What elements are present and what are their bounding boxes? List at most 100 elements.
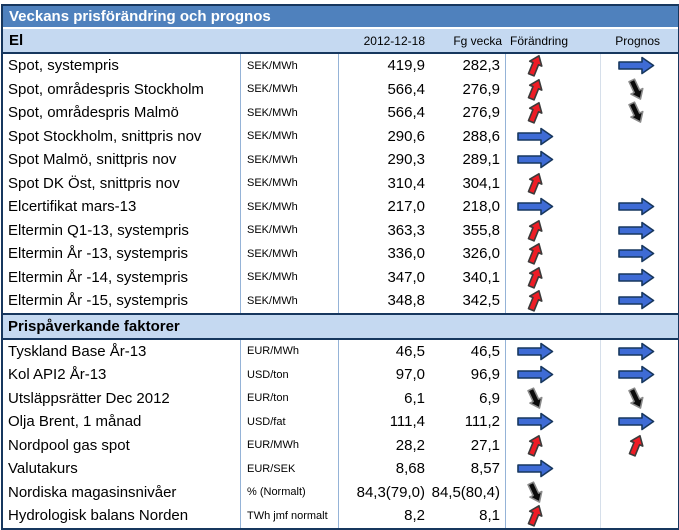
- change-cell: [506, 457, 601, 481]
- table-row: Utsläppsrätter Dec 2012 EUR/ton 6,1 6,9: [3, 386, 678, 411]
- forecast-cell: [601, 101, 678, 125]
- table-row: Olja Brent, 1 månad USD/fat 111,4 111,2: [3, 410, 678, 434]
- trend-up-icon: [527, 505, 543, 527]
- value-prev-week: 342,5: [431, 289, 506, 313]
- value-prev-week: 8,57: [431, 457, 506, 481]
- row-name: Kol API2 År-13: [3, 363, 241, 387]
- table-row: Valutakurs EUR/SEK 8,68 8,57: [3, 457, 678, 481]
- value-current: 6,1: [404, 389, 425, 407]
- value-current: 217,0: [387, 198, 425, 216]
- table-row: Hydrologisk balans Norden TWh jmf normalt…: [3, 504, 678, 528]
- change-cell: [506, 124, 601, 148]
- trend-flat-icon: [618, 221, 655, 240]
- value-current: 28,2: [395, 436, 425, 454]
- row-unit: SEK/MWh: [241, 54, 339, 78]
- change-cell: [506, 171, 601, 195]
- trend-up-icon: [527, 243, 543, 265]
- value-prev-week: 46,5: [431, 339, 506, 363]
- change-cell: [506, 363, 601, 387]
- trend-up-icon: [527, 102, 543, 124]
- change-cell: [506, 195, 601, 219]
- change-cell: [506, 77, 601, 101]
- price-report-table: Veckans prisförändring och prognos El 20…: [1, 4, 679, 530]
- column-header-date: 2012-12-18: [363, 33, 425, 48]
- el-rows-section: Spot, systempris SEK/MWh 419,9 282,3 Spot, o…: [3, 54, 678, 313]
- table-row: Tyskland Base År-13 EUR/MWh 46,5 46,5: [3, 339, 678, 364]
- change-cell: [506, 504, 601, 528]
- value-prev-week: 8,1: [431, 504, 506, 528]
- row-name: Spot DK Öst, snittpris nov: [3, 171, 241, 195]
- row-unit: SEK/MWh: [241, 289, 339, 313]
- value-prev-week: 96,9: [431, 363, 506, 387]
- row-unit: EUR/SEK: [241, 457, 339, 481]
- forecast-cell: [601, 266, 678, 290]
- row-name: Spot, områdespris Malmö: [3, 101, 241, 125]
- value-current: 84,3(79,0): [356, 483, 425, 501]
- value-prev-week: 288,6: [431, 124, 506, 148]
- value-prev-week: 289,1: [431, 148, 506, 172]
- row-name: Eltermin År -13, systempris: [3, 242, 241, 266]
- trend-flat-icon: [618, 197, 655, 216]
- change-cell: [506, 386, 601, 410]
- row-name: Hydrologisk balans Norden: [3, 504, 241, 528]
- trend-down-icon: [628, 101, 644, 124]
- section-factors-header: Prispåverkande faktorer: [3, 312, 678, 340]
- value-current: 290,3: [387, 151, 425, 169]
- row-name: Spot Stockholm, snittpris nov: [3, 124, 241, 148]
- trend-up-icon: [628, 434, 644, 457]
- forecast-cell: [601, 340, 678, 364]
- row-name: Olja Brent, 1 månad: [3, 410, 241, 434]
- trend-up-icon: [527, 290, 543, 312]
- row-unit: USD/ton: [241, 363, 339, 387]
- trend-flat-icon: [618, 244, 655, 263]
- change-cell: [506, 54, 601, 78]
- value-prev-week: 355,8: [431, 218, 506, 242]
- row-unit: EUR/MWh: [241, 433, 339, 457]
- value-current: 348,8: [387, 292, 425, 310]
- value-current: 336,0: [387, 245, 425, 263]
- trend-flat-icon: [618, 365, 655, 384]
- row-name: Nordiska magasinsnivåer: [3, 480, 241, 504]
- row-unit: SEK/MWh: [241, 195, 339, 219]
- value-current: 8,68: [395, 460, 425, 478]
- table-row: Eltermin År -13, systempris SEK/MWh 336,0 3…: [3, 242, 678, 266]
- forecast-cell: [601, 434, 678, 458]
- table-row: Kol API2 År-13 USD/ton 97,0 96,9: [3, 363, 678, 387]
- trend-flat-icon: [618, 342, 655, 361]
- row-name: Spot, systempris: [3, 54, 241, 78]
- trend-flat-icon: [618, 56, 655, 75]
- trend-flat-icon: [618, 291, 655, 310]
- table-row: Nordiska magasinsnivåer% (Normalt) 84,3(7…: [3, 480, 678, 504]
- trend-up-icon: [527, 219, 543, 242]
- forecast-cell: [601, 289, 678, 313]
- trend-up-icon: [527, 434, 543, 457]
- row-unit: SEK/MWh: [241, 148, 339, 172]
- change-cell: [506, 339, 601, 363]
- row-unit: EUR/MWh: [241, 339, 339, 363]
- trend-up-icon: [527, 266, 543, 289]
- row-name: Eltermin År -14, systempris: [3, 265, 241, 289]
- table-row: Eltermin År -15, systempris SEK/MWh 348,8 3…: [3, 289, 678, 313]
- value-current: 46,5: [395, 342, 425, 360]
- value-prev-week: 276,9: [431, 101, 506, 125]
- trend-up-icon: [527, 55, 543, 77]
- row-unit: SEK/MWh: [241, 218, 339, 242]
- trend-flat-icon: [517, 197, 554, 216]
- row-unit: SEK/MWh: [241, 242, 339, 266]
- change-cell: [506, 410, 601, 434]
- value-prev-week: 111,2: [431, 410, 506, 434]
- row-unit: SEK/MWh: [241, 171, 339, 195]
- column-header-prev-week: Fg vecka: [453, 33, 502, 48]
- table-row: Spot DK Öst, snittpris nov SEK/MWh 310,4 30…: [3, 171, 678, 195]
- value-prev-week: 282,3: [431, 54, 506, 78]
- table-row: Spot Malmö, snittpris nov SEK/MWh 290,3 289…: [3, 148, 678, 172]
- forecast-cell: [601, 387, 678, 411]
- table-row: Nordpool gas spot EUR/MWh 28,2 27,1: [3, 433, 678, 458]
- forecast-cell: [601, 242, 678, 266]
- row-name: Spot Malmö, snittpris nov: [3, 148, 241, 172]
- change-cell: [506, 242, 601, 266]
- change-cell: [506, 480, 601, 504]
- forecast-cell: [601, 504, 678, 528]
- value-current: 111,4: [389, 413, 425, 431]
- table-row: Spot, systempris SEK/MWh 419,9 282,3: [3, 54, 678, 78]
